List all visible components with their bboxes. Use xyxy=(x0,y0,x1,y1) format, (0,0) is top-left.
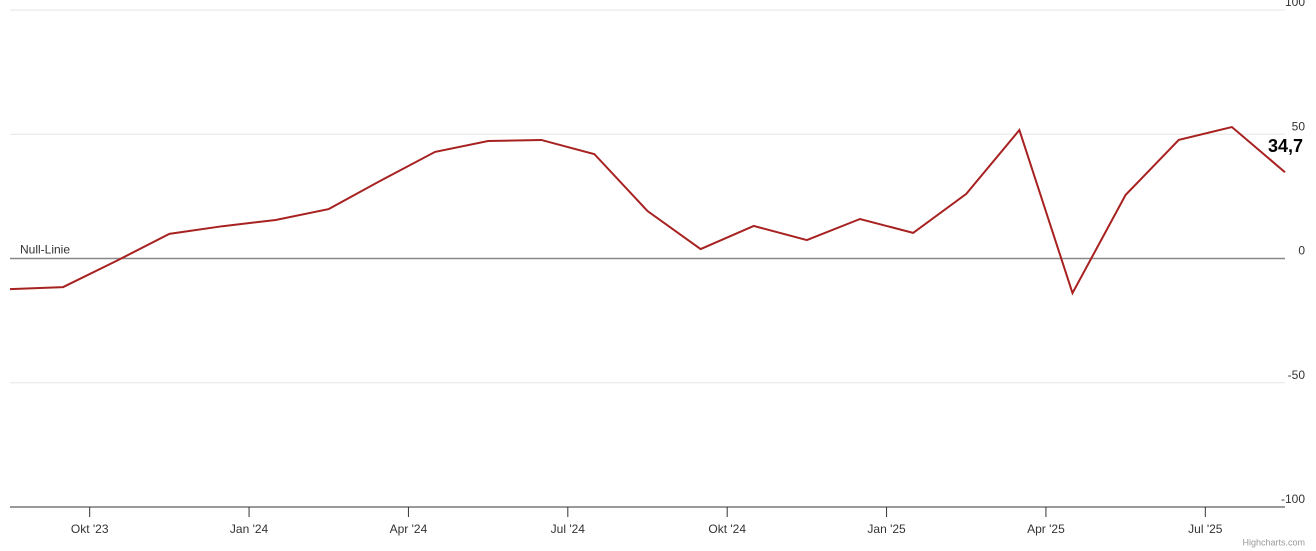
data-line xyxy=(9,125,1286,296)
y-tick-label: -100 xyxy=(1281,492,1305,506)
x-tick-label: Jul '25 xyxy=(1188,522,1223,536)
y-tick-label: 100 xyxy=(1285,0,1305,9)
plot-line-label: Null-Linie xyxy=(20,243,70,257)
credits: Highcharts.com xyxy=(1242,537,1305,547)
x-tick-label: Jan '24 xyxy=(230,522,269,536)
y-tick-label: -50 xyxy=(1288,368,1306,382)
x-tick-label: Okt '24 xyxy=(708,522,746,536)
x-tick-label: Apr '24 xyxy=(390,522,428,536)
x-tick-label: Okt '23 xyxy=(71,522,109,536)
y-tick-label: 50 xyxy=(1292,119,1306,133)
value-label: 34,7 xyxy=(1268,136,1303,156)
y-tick-label: 0 xyxy=(1298,244,1305,258)
x-tick-label: Apr '25 xyxy=(1027,522,1065,536)
x-tick-label: Jul '24 xyxy=(551,522,586,536)
x-tick-label: Jan '25 xyxy=(867,522,906,536)
